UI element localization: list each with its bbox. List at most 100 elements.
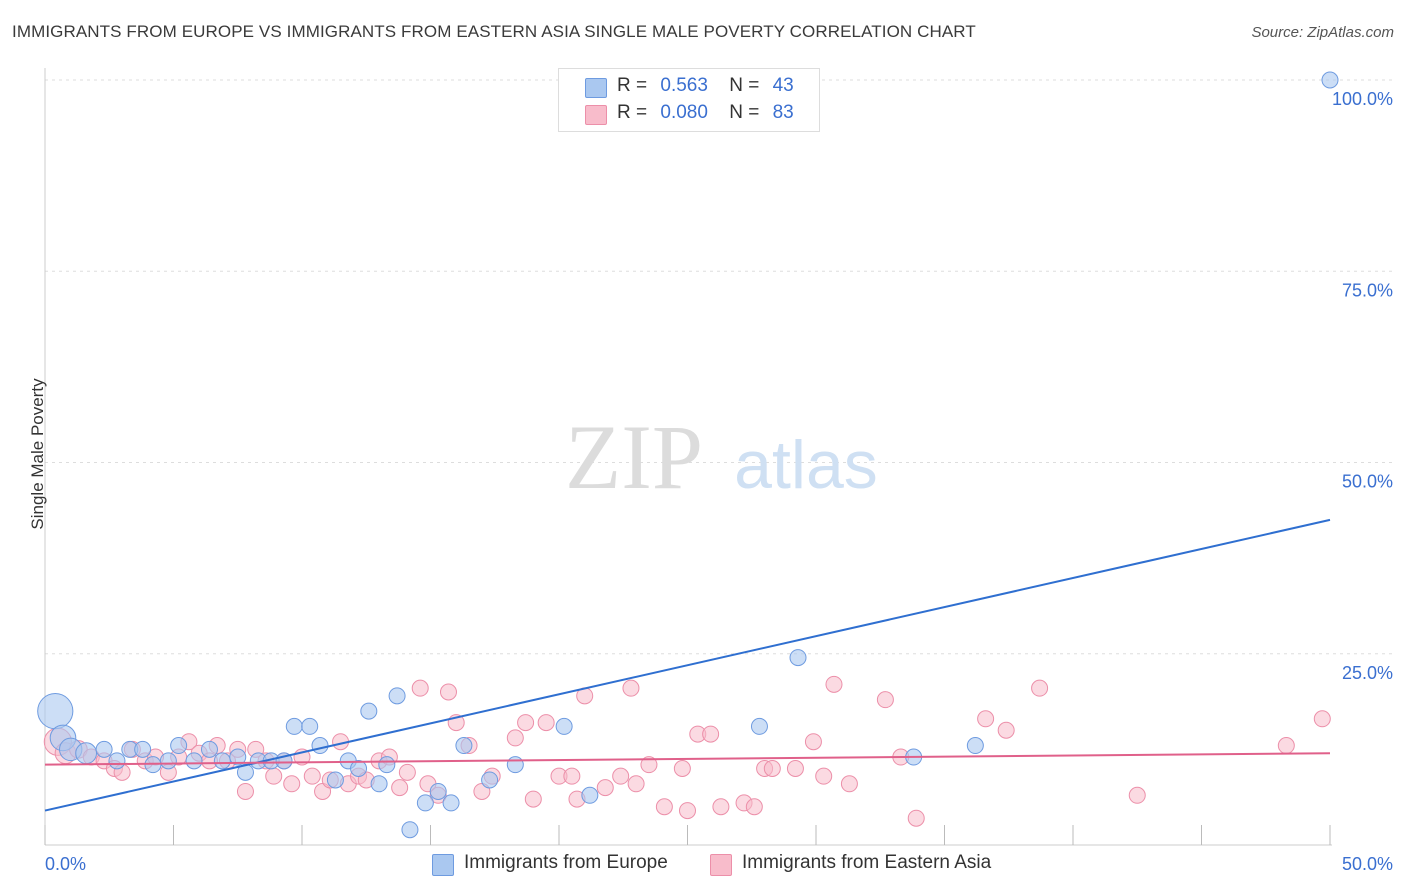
asia-point xyxy=(977,710,995,728)
asia-point xyxy=(1031,679,1049,697)
europe-point xyxy=(581,786,599,804)
y-axis-label: Single Male Poverty xyxy=(28,378,47,530)
europe-point xyxy=(1321,71,1339,89)
asia-point xyxy=(1277,737,1295,755)
asia-point xyxy=(391,779,409,797)
asia-point xyxy=(627,775,645,793)
asia-point xyxy=(596,779,614,797)
watermark-atlas: atlas xyxy=(734,427,878,503)
legend-r-label-europe: R = xyxy=(617,75,648,96)
europe-points xyxy=(37,71,1339,839)
asia-point xyxy=(763,760,781,777)
europe-point xyxy=(378,756,396,774)
asia-point xyxy=(411,679,429,697)
europe-point xyxy=(301,717,319,735)
asia-point xyxy=(786,760,804,777)
europe-point xyxy=(285,717,303,735)
europe-point xyxy=(481,771,499,789)
legend-n-asia: 83 xyxy=(772,102,794,123)
asia-point xyxy=(524,790,542,808)
x-tick-label: 0.0% xyxy=(45,854,86,874)
asia-point xyxy=(1313,710,1331,728)
legend-swatch-asia xyxy=(585,105,607,125)
asia-point xyxy=(283,775,301,793)
bottom-legend-europe-label: Immigrants from Europe xyxy=(464,852,668,873)
asia-point xyxy=(679,802,696,820)
y-tick-label: 50.0% xyxy=(1342,472,1393,492)
europe-point xyxy=(750,717,768,735)
legend-swatch-europe xyxy=(585,78,607,98)
europe-point xyxy=(95,740,113,758)
asia-point xyxy=(236,782,254,800)
source-label: Source: ZipAtlas.com xyxy=(1251,24,1394,41)
europe-point xyxy=(134,740,152,758)
asia-trend-line xyxy=(44,752,1331,766)
europe-point xyxy=(311,737,329,755)
europe-point xyxy=(159,752,177,770)
europe-point xyxy=(442,794,460,812)
europe-point xyxy=(370,775,388,793)
asia-point xyxy=(655,798,673,816)
europe-point xyxy=(108,752,126,770)
asia-point xyxy=(1128,786,1146,804)
gridlines xyxy=(45,79,1395,655)
europe-point xyxy=(200,740,218,758)
asia-point xyxy=(840,775,858,793)
trend-lines xyxy=(44,518,1331,812)
legend-r-europe: 0.563 xyxy=(660,75,708,96)
bottom-swatch-asia xyxy=(710,854,732,876)
legend-r-asia: 0.080 xyxy=(660,102,708,123)
y-tick-label: 75.0% xyxy=(1342,280,1393,300)
asia-point xyxy=(702,725,720,743)
europe-point xyxy=(455,737,473,755)
asia-point xyxy=(439,683,457,701)
asia-point xyxy=(506,729,524,747)
asia-point xyxy=(804,733,822,751)
legend-n-label-asia: N = xyxy=(729,102,760,123)
legend-r-label-asia: R = xyxy=(617,102,648,123)
asia-point xyxy=(997,721,1015,739)
correlation-legend: R = 0.563 N = 43 R = 0.080 N = 83 xyxy=(558,68,820,132)
asia-point xyxy=(907,809,925,827)
europe-point xyxy=(326,771,344,789)
chart-title: IMMIGRANTS FROM EUROPE VS IMMIGRANTS FRO… xyxy=(12,22,976,41)
legend-n-label-europe: N = xyxy=(729,75,760,96)
europe-point xyxy=(37,693,74,730)
europe-point xyxy=(555,717,573,735)
asia-point xyxy=(517,714,535,732)
y-tick-label: 100.0% xyxy=(1332,89,1393,109)
asia-point xyxy=(673,760,691,777)
europe-point xyxy=(388,687,406,705)
x-tick-label: 50.0% xyxy=(1342,854,1393,874)
europe-point xyxy=(75,742,98,765)
europe-point xyxy=(229,748,247,766)
europe-point xyxy=(170,737,188,755)
europe-point xyxy=(506,756,524,774)
asia-point xyxy=(537,714,555,732)
europe-point xyxy=(360,702,378,720)
y-tick-label: 25.0% xyxy=(1342,663,1393,683)
asia-point xyxy=(712,798,730,816)
bottom-swatch-europe xyxy=(432,854,454,876)
europe-point xyxy=(429,782,447,800)
asia-point xyxy=(563,767,581,785)
bottom-legend-asia-label: Immigrants from Eastern Asia xyxy=(742,852,992,873)
europe-point xyxy=(213,752,231,770)
asia-point xyxy=(745,798,763,816)
asia-point xyxy=(303,767,321,785)
legend-n-europe: 43 xyxy=(772,75,794,96)
asia-point xyxy=(815,767,833,785)
tick-labels: 25.0% 50.0% 75.0% 100.0% 0.0% 50.0% xyxy=(45,89,1393,874)
asia-point xyxy=(876,691,894,709)
asia-point xyxy=(612,767,630,785)
asia-point xyxy=(640,756,658,774)
asia-point xyxy=(398,763,416,781)
europe-point xyxy=(416,794,434,812)
europe-point xyxy=(789,649,807,667)
europe-point xyxy=(966,737,984,755)
asia-point xyxy=(622,679,640,697)
asia-point xyxy=(825,675,843,693)
watermark-zip: ZIP xyxy=(565,406,703,508)
europe-point xyxy=(350,760,368,777)
